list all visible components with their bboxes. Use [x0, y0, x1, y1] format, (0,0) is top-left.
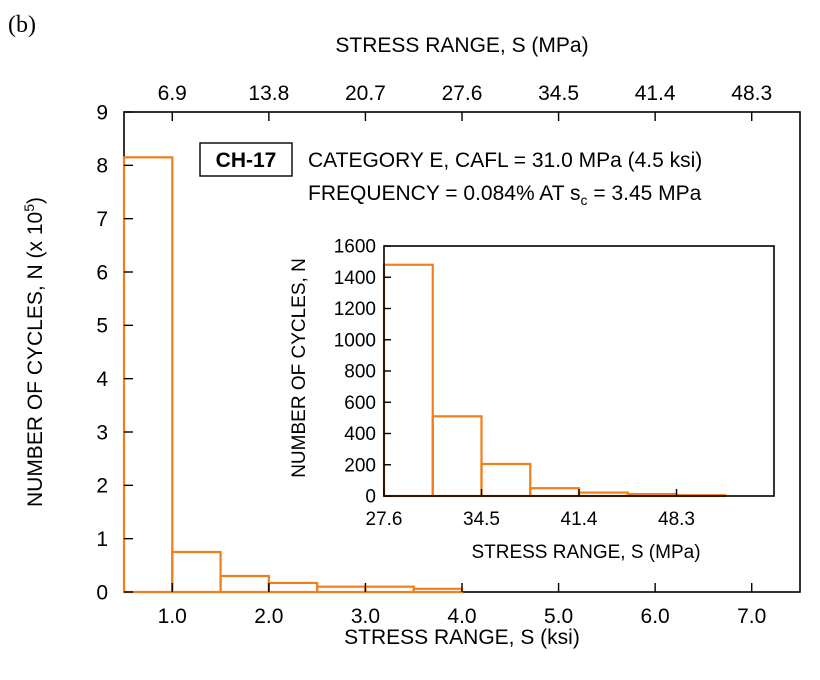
main-bar-5 — [316, 585, 367, 594]
inset-y-tick-label: 600 — [344, 393, 376, 414]
specimen-label: CH-17 — [216, 149, 277, 172]
main-top-tick-label: 48.3 — [731, 82, 772, 105]
inset-y-axis-label: NUMBER OF CYCLES, N — [289, 258, 310, 478]
main-y-tick-label: 3 — [96, 421, 108, 444]
inset-y-tick-label: 400 — [344, 424, 376, 445]
inset-y-tick-label: 0 — [365, 487, 376, 508]
main-y-tick-label: 0 — [96, 581, 108, 604]
inset-y-ticks: 0 200 400 600 800 1000 1200 1400 1600 — [334, 237, 391, 508]
annotation-line2-suffix: = 3.45 MPa — [588, 182, 702, 205]
main-top-ticks: 6.9 13.8 20.7 27.6 34.5 41.4 48.3 — [158, 82, 772, 105]
inset-y-tick-label: 1600 — [334, 237, 376, 258]
main-top-axis-label: STRESS RANGE, S (MPa) — [335, 34, 588, 57]
inset-y-tick-label: 1200 — [334, 299, 376, 320]
inset-y-tick-label: 1400 — [334, 268, 376, 289]
main-bar-4 — [267, 581, 319, 594]
main-y-tick-label: 8 — [96, 155, 108, 178]
annotation-line2-subscript: c — [581, 192, 588, 208]
main-bar-2 — [171, 550, 222, 594]
main-chart: 1.0 2.0 3.0 4.0 5.0 6.0 7.0 0 1 2 3 4 5 6 7 8 9 6.9 13.8… — [21, 34, 801, 649]
annotation-line1: CATEGORY E, CAFL = 31.0 MPa (4.5 ksi) — [308, 149, 702, 172]
main-top-tick-label: 13.8 — [248, 82, 289, 105]
main-y-ticks: 0 1 2 3 4 5 6 7 8 9 — [96, 101, 133, 604]
main-y-tick-label: 7 — [96, 208, 108, 231]
specimen-box — [199, 142, 293, 177]
main-bar-6 — [364, 585, 415, 594]
main-x-tick-label: 6.0 — [641, 605, 670, 628]
inset-y-tick-label: 800 — [344, 362, 376, 383]
main-y-axis-label: NUMBER OF CYCLES, N (x 105) — [21, 197, 47, 507]
main-y-tick-label: 6 — [96, 261, 108, 284]
main-y-tick-label: 5 — [96, 315, 108, 338]
main-top-tick-label: 27.6 — [442, 82, 483, 105]
inset-y-tick-label: 200 — [344, 455, 376, 476]
main-x-tick-label: 3.0 — [351, 605, 380, 628]
main-top-tick-label: 20.7 — [345, 82, 386, 105]
inset-chart: 27.6 34.5 41.4 48.3 0 200 400 600 800 1000 1200 14… — [289, 237, 775, 563]
main-y-tick-label: 4 — [96, 368, 108, 391]
main-x-axis-label: STRESS RANGE, S (ksi) — [344, 626, 580, 649]
annotation: CH-17 CATEGORY E, CAFL = 31.0 MPa (4.5 k… — [199, 142, 702, 208]
main-bar-7 — [412, 587, 464, 594]
main-x-tick-label: 1.0 — [158, 605, 187, 628]
main-top-tick-label: 41.4 — [635, 82, 676, 105]
annotation-line2-prefix: FREQUENCY = 0.084% AT s — [308, 182, 581, 205]
inset-x-tick-label: 27.6 — [366, 509, 403, 530]
main-top-tick-label: 6.9 — [158, 82, 187, 105]
main-y-tick-label: 2 — [96, 475, 108, 498]
y-axis-label-close: ) — [24, 197, 47, 204]
main-y-tick-label: 9 — [96, 101, 108, 124]
main-y-tick-label: 1 — [96, 528, 108, 551]
inset-y-tick-label: 1000 — [334, 330, 376, 351]
main-x-tick-label: 7.0 — [737, 605, 766, 628]
inset-background — [384, 246, 774, 496]
main-x-tick-label: 5.0 — [544, 605, 573, 628]
inset-x-tick-label: 48.3 — [658, 509, 695, 530]
y-axis-label-main: NUMBER OF CYCLES, N (x 10 — [24, 212, 47, 507]
annotation-line2: FREQUENCY = 0.084% AT sc = 3.45 MPa — [308, 182, 702, 208]
inset-x-tick-label: 41.4 — [561, 509, 598, 530]
main-x-tick-label: 4.0 — [447, 605, 476, 628]
main-bar-1 — [122, 156, 174, 594]
main-top-tick-label: 34.5 — [538, 82, 579, 105]
main-x-ticks: 1.0 2.0 3.0 4.0 5.0 6.0 7.0 — [158, 112, 766, 628]
main-x-tick-label: 2.0 — [254, 605, 283, 628]
main-bar-3 — [219, 574, 270, 594]
y-axis-label-superscript: 5 — [21, 204, 37, 212]
panel-label: (b) — [8, 12, 36, 38]
inset-x-tick-label: 34.5 — [463, 509, 500, 530]
inset-x-axis-label: STRESS RANGE, S (MPa) — [471, 542, 700, 563]
inset-x-ticks: 27.6 34.5 41.4 48.3 — [366, 489, 695, 530]
